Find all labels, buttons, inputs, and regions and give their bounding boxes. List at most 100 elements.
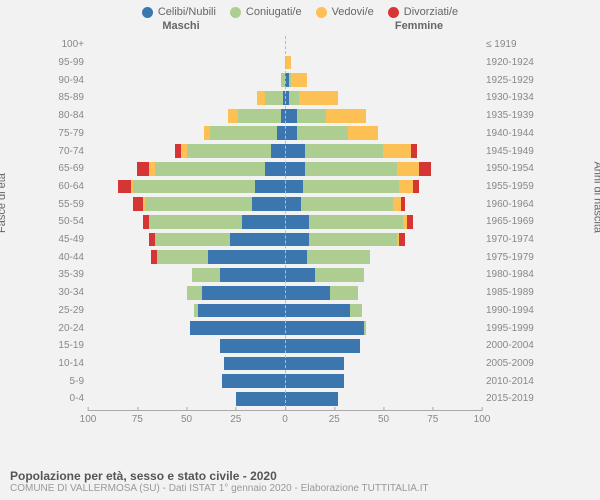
female-bar: [285, 195, 482, 213]
age-row: 75-791940-1944: [50, 125, 538, 143]
age-tick: 5-9: [50, 376, 88, 387]
bar-segment-co: [187, 286, 203, 300]
bar-segment-c: [285, 144, 305, 158]
legend-swatch: [230, 7, 241, 18]
female-bar: [285, 390, 482, 408]
male-bar: [88, 390, 285, 408]
age-tick: 100+: [50, 39, 88, 50]
bar-segment-c: [252, 197, 285, 211]
birth-year-tick: 2010-2014: [482, 376, 538, 387]
bar-segment-co: [297, 126, 348, 140]
male-bar: [88, 231, 285, 249]
bar-segment-v: [228, 109, 238, 123]
bar-segment-co: [309, 233, 398, 247]
age-row: 15-192000-2004: [50, 337, 538, 355]
bar-segment-co: [364, 321, 366, 335]
female-bar: [285, 319, 482, 337]
chart-subtitle: COMUNE DI VALLERMOSA (SU) - Dati ISTAT 1…: [10, 483, 590, 494]
bar-segment-c: [285, 339, 360, 353]
bar-segment-d: [118, 180, 132, 194]
legend-label: Divorziati/e: [404, 6, 458, 18]
y-axis-label-right: Anni di nascita: [592, 161, 600, 233]
bar-segment-v: [399, 180, 413, 194]
bar-segment-co: [210, 126, 277, 140]
bar-segment-d: [401, 197, 405, 211]
legend-label: Coniugati/e: [246, 6, 302, 18]
bar-segment-co: [133, 180, 255, 194]
female-bar: [285, 337, 482, 355]
bar-segment-c: [285, 268, 315, 282]
age-tick: 15-19: [50, 340, 88, 351]
bar-segment-co: [157, 250, 208, 264]
x-tick: 100: [80, 411, 97, 425]
bar-segment-c: [285, 197, 301, 211]
male-bar: [88, 302, 285, 320]
age-row: 25-29 1990-1994: [50, 302, 538, 320]
bar-segment-d: [133, 197, 143, 211]
age-row: 80-841935-1939: [50, 107, 538, 125]
age-tick: 65-69: [50, 163, 88, 174]
bar-segment-c: [190, 321, 285, 335]
bar-segment-co: [350, 304, 362, 318]
bar-segment-co: [265, 91, 283, 105]
bar-segment-c: [202, 286, 285, 300]
bar-segment-v: [383, 144, 411, 158]
bar-segment-c: [236, 392, 285, 406]
chart-title: Popolazione per età, sesso e stato civil…: [10, 469, 590, 483]
female-bar: [285, 284, 482, 302]
birth-year-tick: 1930-1934: [482, 92, 538, 103]
female-bar: [285, 125, 482, 143]
bar-segment-co: [289, 91, 299, 105]
birth-year-tick: 1990-1994: [482, 305, 538, 316]
bar-segment-c: [271, 144, 285, 158]
age-row: 60-641955-1959: [50, 178, 538, 196]
bar-segment-v: [393, 197, 401, 211]
age-tick: 25-29: [50, 305, 88, 316]
male-bar: [88, 160, 285, 178]
bar-segment-c: [285, 162, 305, 176]
birth-year-tick: 1920-1924: [482, 57, 538, 68]
bar-segment-c: [255, 180, 285, 194]
bar-segment-d: [411, 144, 417, 158]
age-row: 0-42015-2019: [50, 390, 538, 408]
legend-item: Coniugati/e: [230, 6, 302, 18]
bar-segment-d: [399, 233, 405, 247]
age-tick: 80-84: [50, 110, 88, 121]
age-row: 20-241995-1999: [50, 319, 538, 337]
plot-area: Fasce di età Anni di nascita 100+≤ 19199…: [0, 34, 600, 432]
bar-segment-v: [326, 109, 365, 123]
population-pyramid-chart: Celibi/NubiliConiugati/eVedovi/eDivorzia…: [0, 0, 600, 500]
age-tick: 90-94: [50, 75, 88, 86]
bar-segment-c: [208, 250, 285, 264]
bar-segment-c: [285, 126, 297, 140]
age-row: 90-941925-1929: [50, 71, 538, 89]
bar-segment-co: [303, 180, 400, 194]
bar-segment-c: [285, 109, 297, 123]
female-bar: [285, 71, 482, 89]
bar-segment-d: [137, 162, 149, 176]
bar-segment-c: [285, 233, 309, 247]
male-bar: [88, 142, 285, 160]
male-bar: [88, 71, 285, 89]
male-bar: [88, 319, 285, 337]
bar-segment-co: [301, 197, 394, 211]
x-tick: 25: [329, 411, 340, 425]
male-bar: [88, 248, 285, 266]
bar-segment-v: [291, 73, 307, 87]
bar-segment-c: [230, 233, 285, 247]
female-bar: [285, 266, 482, 284]
bar-segment-co: [297, 109, 327, 123]
x-tick: 75: [132, 411, 143, 425]
male-bar: [88, 54, 285, 72]
age-row: 30-341985-1989: [50, 284, 538, 302]
x-tick: 75: [427, 411, 438, 425]
age-row: 100+ ≤ 1919: [50, 36, 538, 54]
age-tick: 85-89: [50, 92, 88, 103]
age-row: 35-391980-1984: [50, 266, 538, 284]
bar-segment-c: [220, 268, 285, 282]
age-row: 45-491970-1974: [50, 231, 538, 249]
birth-year-tick: ≤ 1919: [482, 39, 538, 50]
female-bar: [285, 54, 482, 72]
age-row: 65-691950-1954: [50, 160, 538, 178]
female-bar: [285, 302, 482, 320]
